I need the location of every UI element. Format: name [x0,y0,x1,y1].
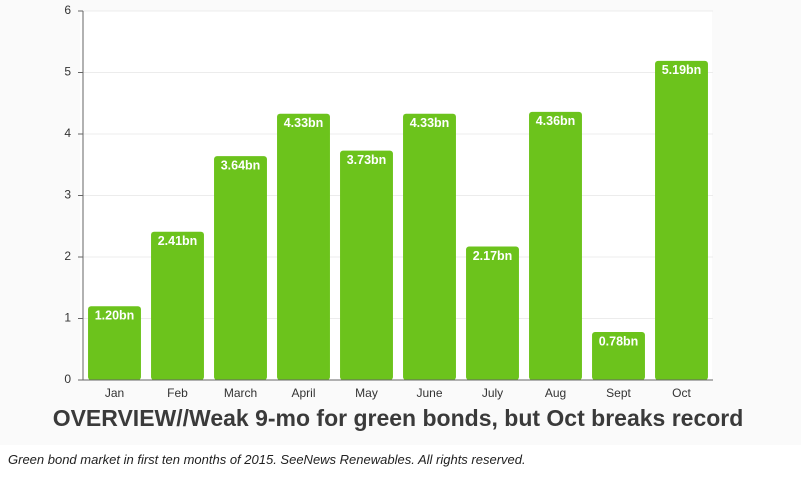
x-tick-label: Oct [672,386,691,400]
x-tick-label: March [224,386,257,400]
value-label: 4.33bn [410,116,450,130]
bar [403,113,456,380]
y-tick-label: 3 [64,188,71,202]
bar [214,156,267,380]
bar [466,246,519,380]
bar [340,150,393,380]
x-tick-label: May [355,386,378,400]
y-tick-label: 1 [64,311,71,325]
bar [529,111,582,381]
y-tick-label: 5 [64,65,71,79]
y-tick-label: 0 [64,372,71,386]
bar [88,306,141,380]
value-label: 5.19bn [662,63,702,77]
x-tick-label: Feb [167,386,188,400]
value-label: 2.41bn [158,234,198,248]
x-tick-label: Jan [105,386,124,400]
caption: Green bond market in first ten months of… [8,452,526,467]
x-tick-label: April [291,386,315,400]
y-tick-label: 6 [64,3,71,17]
value-label: 1.20bn [95,308,135,322]
value-label: 2.17bn [473,249,513,263]
value-label: 0.78bn [599,334,639,348]
chart-title: OVERVIEW//Weak 9-mo for green bonds, but… [53,405,744,431]
value-label: 3.73bn [347,153,387,167]
x-tick-label: July [482,386,503,400]
y-tick-label: 2 [64,249,71,263]
value-label: 4.33bn [284,116,324,130]
bar [277,113,330,380]
x-tick-label: June [416,386,442,400]
value-label: 3.64bn [221,158,261,172]
bar [151,231,204,380]
x-tick-label: Sept [606,386,631,400]
x-tick-label: Aug [545,386,566,400]
y-tick-label: 4 [64,126,71,140]
bar [592,332,645,380]
chart: OVERVIEW//Weak 9-mo for green bonds, but… [52,3,744,432]
value-label: 4.36bn [536,114,576,128]
bar [655,60,708,380]
